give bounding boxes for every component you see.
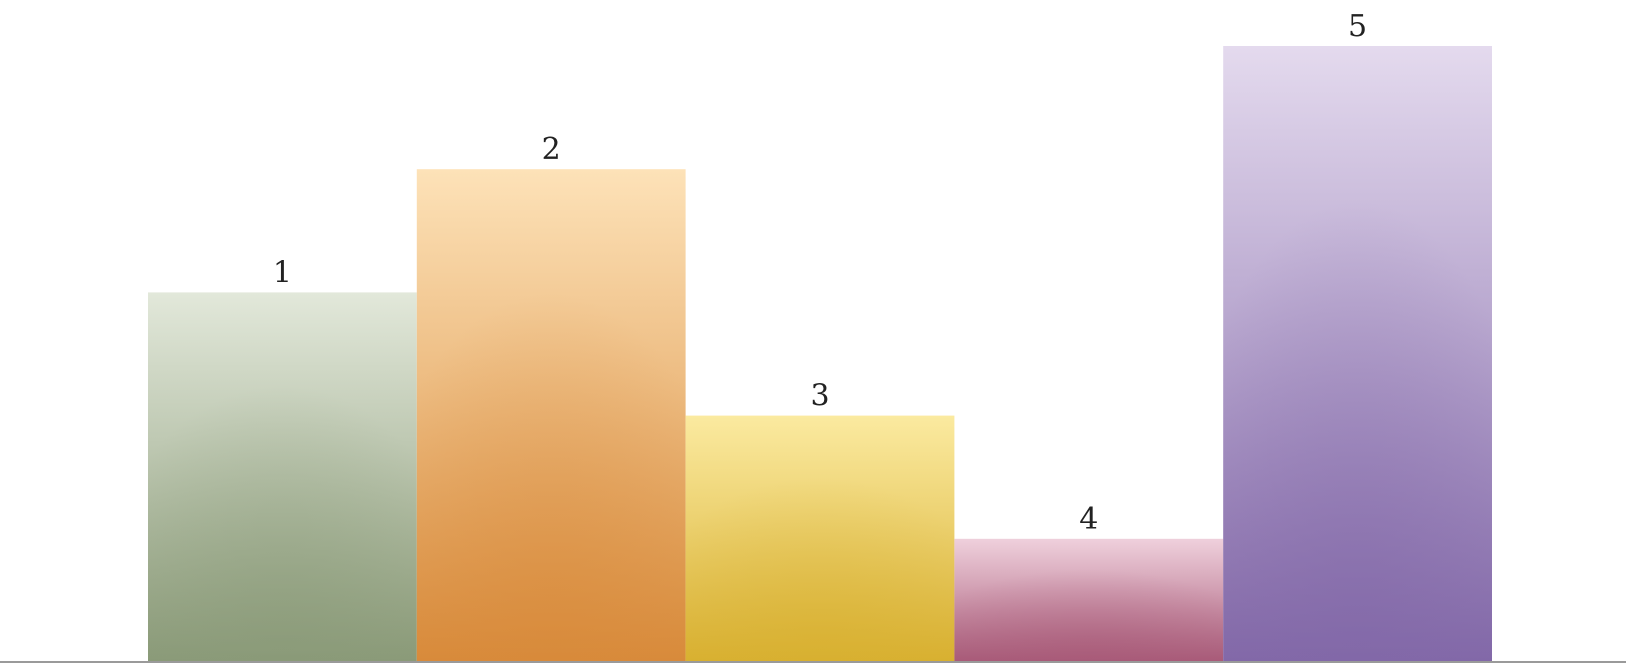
data-label-4: 4	[1079, 502, 1098, 537]
bar-shade-2	[416, 169, 686, 662]
bar-shade-3	[685, 415, 955, 662]
bars-group	[148, 46, 1492, 662]
data-label-3: 3	[810, 379, 829, 414]
bar-shade-5	[1223, 46, 1492, 662]
data-label-2: 2	[542, 132, 561, 167]
bar-shade-1	[148, 292, 417, 662]
bar-shade-4	[954, 538, 1224, 662]
data-label-1: 1	[273, 255, 292, 290]
data-labels-group: 1 2 3 4 5	[273, 9, 1367, 537]
data-label-5: 5	[1348, 9, 1367, 44]
